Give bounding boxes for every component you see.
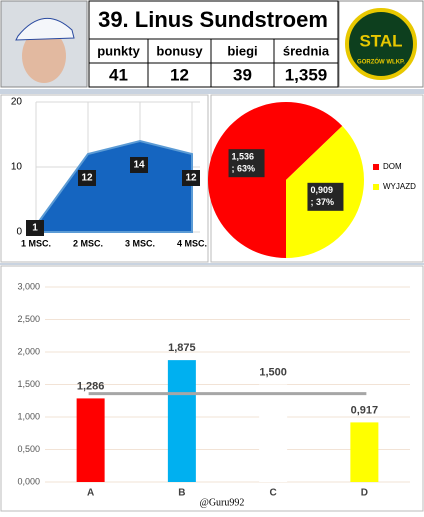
stat-cell	[273, 62, 339, 88]
logo-subtext: GORZÓW WLKP.	[357, 58, 405, 66]
y-tick-label: 10	[11, 162, 23, 173]
data-label: ; 63%	[232, 164, 256, 174]
data-label: 0,917	[351, 404, 379, 416]
bar	[259, 384, 288, 482]
data-label-box	[130, 157, 148, 173]
x-tick-label: 4 MSC.	[177, 238, 207, 248]
stat-label: biegi	[227, 43, 257, 58]
y-tick-label: 2,500	[17, 314, 40, 324]
y-tick-label: 0,000	[17, 476, 40, 486]
stat-cell	[147, 62, 212, 88]
stat-label: bonusy	[156, 43, 203, 58]
stat-value: 39	[233, 65, 252, 84]
annotation: @Guru992	[200, 497, 245, 508]
stat-label: średnia	[283, 43, 330, 58]
stat-cell	[88, 38, 149, 64]
y-tick-label: 20	[11, 97, 23, 108]
x-tick-label: B	[178, 488, 185, 499]
data-label-box	[26, 220, 44, 236]
y-tick-label: 1,000	[17, 411, 40, 421]
x-tick-label: 1 MSC.	[21, 238, 51, 248]
photo-cap	[15, 17, 75, 41]
x-tick-label: 2 MSC.	[73, 238, 103, 248]
y-tick-label: 0,500	[17, 444, 40, 454]
x-tick-label: C	[270, 488, 277, 499]
name-box	[88, 0, 339, 40]
y-tick-label: 2,000	[17, 346, 40, 356]
pie-slice	[207, 102, 343, 259]
stat-cell	[147, 38, 212, 64]
data-label-box	[307, 182, 344, 211]
separator	[0, 89, 424, 94]
data-label: 1,875	[168, 342, 196, 354]
x-tick-label: A	[87, 488, 94, 499]
data-label: 12	[81, 173, 93, 184]
data-label: 1,500	[259, 366, 287, 378]
x-tick-label: D	[361, 488, 368, 499]
stat-cell	[88, 62, 149, 88]
data-label: ; 37%	[310, 197, 334, 207]
logo-text: STAL	[359, 31, 402, 50]
stat-cell	[273, 38, 339, 64]
stat-value: 12	[170, 65, 189, 84]
data-label-box	[182, 170, 200, 186]
data-label: 0,909	[310, 185, 333, 195]
stat-label: punkty	[97, 43, 140, 58]
legend-label: WYJAZD	[383, 182, 416, 191]
y-tick-label: 0	[16, 227, 22, 238]
bar	[76, 398, 105, 482]
data-label: 1,536	[232, 152, 255, 162]
legend-swatch	[373, 184, 379, 190]
stat-value: 1,359	[285, 65, 328, 84]
logo	[345, 8, 417, 80]
separator	[0, 263, 424, 265]
bar	[167, 360, 196, 482]
data-label: 12	[185, 173, 197, 184]
y-tick-label: 3,000	[17, 281, 40, 291]
data-label: 14	[133, 160, 145, 171]
stat-value: 41	[109, 65, 128, 84]
legend-label: DOM	[383, 162, 402, 171]
legend-swatch	[373, 164, 379, 170]
data-label: 1	[32, 223, 38, 234]
bar	[350, 422, 379, 482]
x-tick-label: 3 MSC.	[125, 238, 155, 248]
player-name: 39. Linus Sundstroem	[98, 7, 328, 32]
data-label-box	[228, 149, 265, 178]
data-label: 1,286	[77, 380, 105, 392]
photo-face	[22, 29, 66, 83]
data-label-box	[78, 170, 96, 186]
y-tick-label: 1,500	[17, 379, 40, 389]
